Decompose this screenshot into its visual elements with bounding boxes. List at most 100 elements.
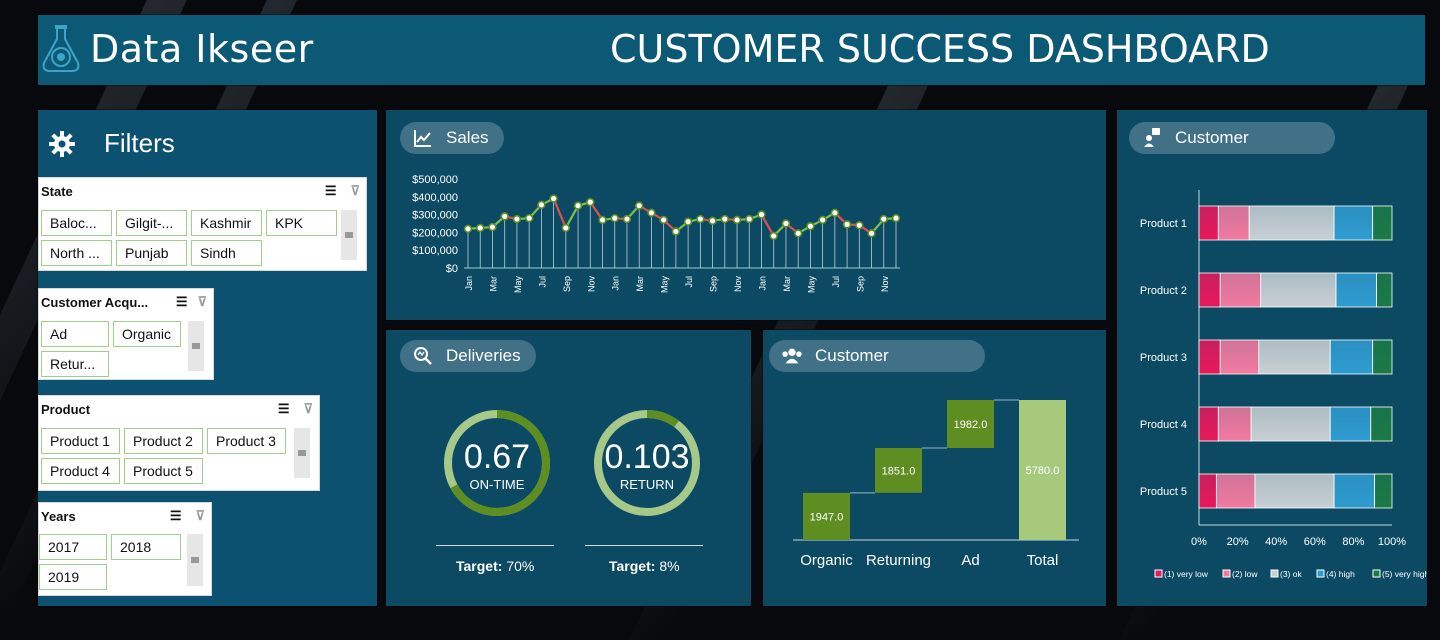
x-tick-label: 60%: [1304, 536, 1326, 548]
slicer-scrollbar[interactable]: [341, 210, 357, 260]
x-tick-label: Jul: [831, 276, 841, 288]
x-tick-label: Jul: [537, 276, 547, 288]
data-point: [720, 214, 729, 224]
slicer-header: Years ☰ ⊽: [39, 503, 211, 529]
slicer-item[interactable]: Product 1: [41, 428, 120, 454]
data-point: [781, 219, 791, 228]
page-title: CUSTOMER SUCCESS DASHBOARD: [610, 27, 1270, 71]
data-point: [488, 222, 497, 232]
slicer-item[interactable]: Product 2: [124, 428, 203, 454]
data-label: 1947.0: [810, 511, 844, 523]
slicer-item[interactable]: Sindh: [191, 240, 262, 266]
stacked-bar-segment: [1198, 205, 1219, 241]
slicer-item[interactable]: 2018: [111, 534, 181, 560]
data-point: [610, 213, 619, 223]
sales-title-pill: Sales: [400, 122, 504, 154]
target-label: Target:: [456, 558, 503, 574]
line-segment: [552, 198, 567, 229]
slicer-item[interactable]: Product 3: [207, 428, 286, 454]
multi-select-icon[interactable]: ☰: [277, 401, 290, 416]
stacked-bar-segment: [1376, 272, 1393, 308]
multi-select-icon[interactable]: ☰: [175, 294, 188, 309]
data-point: [830, 208, 840, 218]
slicer-item[interactable]: Organic: [113, 321, 181, 347]
slicer-item[interactable]: North ...: [41, 240, 112, 266]
slicer-item[interactable]: Product 4: [41, 458, 120, 484]
slicer-scrollbar[interactable]: [294, 428, 310, 478]
clear-filter-icon[interactable]: ⊽: [195, 508, 205, 523]
data-point: [512, 214, 522, 224]
slicer-item[interactable]: Baloc...: [41, 210, 112, 236]
x-tick-label: Sep: [562, 276, 572, 292]
x-tick-label: May: [806, 276, 816, 294]
multi-select-icon[interactable]: ☰: [169, 508, 182, 523]
data-point: [561, 223, 571, 233]
return-target: Target: 8%: [609, 558, 680, 574]
legend-label: (2) low: [1232, 569, 1258, 579]
x-tick-label: Sep: [855, 276, 865, 292]
deliveries-panel: Deliveries 0.67 ON-TIME 0.103 RETURN Tar…: [386, 330, 751, 606]
data-label: 1851.0: [882, 465, 916, 477]
data-point: [806, 221, 815, 231]
data-point: [659, 215, 668, 225]
target-value: 8%: [659, 558, 680, 574]
x-tick-label: May: [513, 276, 523, 294]
waterfall-bar: [803, 492, 850, 540]
stacked-bar-segment: [1374, 473, 1393, 509]
x-tick-label: Mar: [635, 276, 645, 292]
slicer-item[interactable]: Gilgit-...: [116, 210, 187, 236]
slicer-item[interactable]: Retur...: [41, 351, 109, 377]
data-point: [732, 215, 742, 225]
slicer-item[interactable]: 2017: [39, 534, 107, 560]
filters-header: Filters: [48, 128, 175, 159]
delivery-gauges: [444, 410, 700, 516]
users-icon: [781, 345, 803, 367]
data-point: [855, 221, 864, 230]
deliveries-title: Deliveries: [446, 346, 521, 365]
data-point: [793, 229, 803, 238]
y-tick-label: $200,000: [412, 227, 458, 239]
data-point: [524, 213, 534, 223]
waterfall-bar: [875, 448, 922, 493]
slicer-header: Customer Acqu... ☰ ⊽: [39, 289, 213, 315]
data-point: [476, 223, 485, 233]
category-label: Product 4: [1140, 419, 1187, 431]
filters-title: Filters: [104, 128, 175, 158]
category-label: Product 5: [1140, 486, 1187, 498]
slicer-item[interactable]: Kashmir: [191, 210, 262, 236]
ontime-value: 0.67: [463, 438, 531, 476]
x-tick-label: Nov: [586, 276, 596, 293]
clear-filter-icon[interactable]: ⊽: [350, 183, 360, 198]
divider: [436, 545, 554, 546]
stacked-bar-segment: [1198, 339, 1221, 375]
slicer-item[interactable]: Product 5: [124, 458, 203, 484]
clear-filter-icon[interactable]: ⊽: [197, 294, 207, 309]
x-tick-label: Mar: [488, 276, 498, 292]
clear-filter-icon[interactable]: ⊽: [303, 401, 313, 416]
category-label: Returning: [866, 552, 931, 569]
slicer-scrollbar[interactable]: [187, 534, 203, 586]
sales-line-chart: $500,000 $400,000 $300,000 $200,000 $100,000…: [412, 174, 901, 294]
customer-satisfaction-panel: Customer Product 1 Product 2 Product 3 Prod…: [1117, 110, 1427, 606]
data-point: [500, 212, 509, 221]
slicer-header: State ☰ ⊽: [39, 178, 366, 204]
dashboard-header: Data Ikseer CUSTOMER SUCCESS DASHBOARD: [38, 15, 1425, 85]
data-point: [622, 214, 632, 224]
y-tick-label: $400,000: [412, 192, 458, 204]
data-point: [683, 217, 693, 226]
x-tick-label: Mar: [782, 276, 792, 292]
slicer-item[interactable]: KPK: [266, 210, 337, 236]
stacked-bar-segment: [1217, 205, 1250, 241]
x-tick-label: 0%: [1191, 536, 1207, 548]
slicer-title: Years: [41, 508, 76, 524]
stacked-bar-segment: [1260, 272, 1337, 308]
multi-select-icon[interactable]: ☰: [324, 183, 337, 198]
stacked-bar-segment: [1254, 473, 1335, 509]
slicer-scrollbar[interactable]: [188, 321, 204, 371]
slicer-item[interactable]: Punjab: [116, 240, 187, 266]
slicer-item[interactable]: Ad: [41, 321, 109, 347]
slicer-title: Customer Acqu...: [41, 294, 149, 310]
return-label: RETURN: [619, 477, 675, 492]
slicer-item[interactable]: 2019: [39, 564, 107, 590]
legend-label: (4) high: [1326, 569, 1355, 579]
